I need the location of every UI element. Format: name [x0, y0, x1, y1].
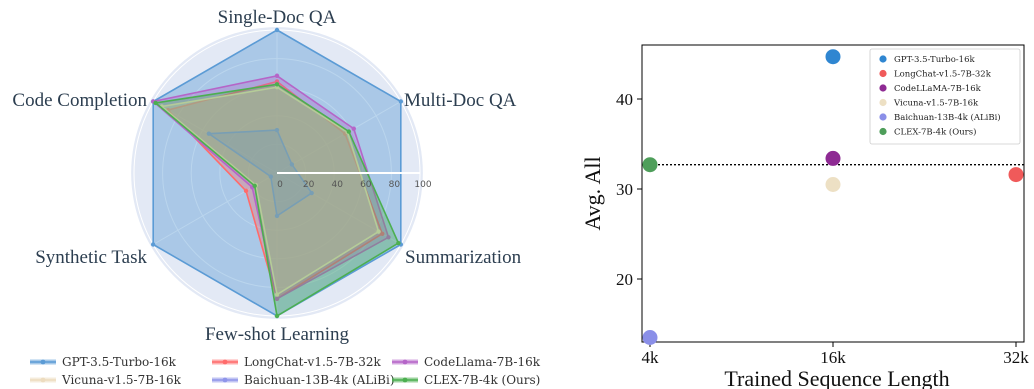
- radar-point-vicuna-v1-5-7b-16k-4: [274, 292, 280, 297]
- radar-point-gpt-3-5-turbo-16k-5: [150, 242, 156, 247]
- x-axis-label: Trained Sequence Length: [724, 366, 949, 389]
- radar-point-codellama-7b-16k-3: [386, 235, 391, 240]
- scatter-legend-label-gpt-3-5-turbo-16k: GPT-3.5-Turbo-16k: [894, 55, 975, 65]
- legend-marker: [40, 377, 46, 383]
- radar-point-clex-7b-4k-ours-4: [274, 313, 280, 319]
- legend-label: LongChat-v1.5-7B-32k: [244, 355, 381, 369]
- scatter-point-vicuna-v1-5-7b-16k: [825, 177, 841, 192]
- radar-axis-label-multi-doc-qa: Multi-Doc QA: [404, 90, 517, 111]
- radar-legend-item-codellama-7b-16k: CodeLlama-7B-16k: [392, 355, 541, 369]
- radar-legend-item-gpt-3-5-turbo-16k: GPT-3.5-Turbo-16k: [30, 355, 177, 369]
- radar-legend-item-clex-7b-4k-ours: CLEX-7B-4k (Ours): [392, 373, 540, 387]
- legend-marker: [222, 359, 228, 365]
- legend-label: CodeLlama-7B-16k: [424, 355, 541, 369]
- scatter-point-longchat-v1-5-7b-32k: [1008, 167, 1024, 183]
- radar-point-baichuan-13b-4k-alibi-2: [289, 162, 295, 167]
- scatter-legend-box: [869, 48, 1021, 145]
- legend-marker: [40, 359, 46, 365]
- scatter-point-codellama-7b-16k: [825, 150, 841, 166]
- scatter-legend: GPT-3.5-Turbo-16k LongChat-v1.5-7B-32k Cod…: [869, 48, 1021, 145]
- radar-point-baichuan-13b-4k-alibi-4: [274, 213, 280, 219]
- radar-ring-label: 40: [331, 180, 343, 190]
- radar-axis-label-few-shot-learning: Few-shot Learning: [205, 324, 350, 345]
- radar-point-clex-7b-4k-ours-5: [252, 183, 257, 189]
- scatter-legend-marker-clex-7b-4k-ours: [879, 127, 887, 136]
- radar-point-codellama-7b-16k-4: [274, 296, 280, 302]
- legend-label: Vicuna-v1.5-7B-16k: [61, 373, 182, 387]
- radar-point-codellama-7b-16k-1: [274, 73, 280, 78]
- radar-point-baichuan-13b-4k-alibi-1: [274, 127, 280, 133]
- radar-point-clex-7b-4k-ours-2: [346, 129, 352, 134]
- radar-axis-label-code-completion: Code Completion: [12, 90, 147, 111]
- radar-point-longchat-v1-5-7b-32k-5: [243, 188, 249, 194]
- radar-ring-label: 80: [389, 180, 401, 190]
- radar-chart: 0 20 40 60 80 100 Single-Doc QA Multi-Doc QA Sum…: [12, 7, 541, 387]
- radar-axis-label-synthetic-task: Synthetic Task: [35, 247, 147, 268]
- y-tick-label: 20: [616, 270, 633, 289]
- scatter-legend-label-clex-7b-4k-ours: CLEX-7B-4k (Ours): [894, 127, 976, 138]
- y-tick-label: 40: [616, 90, 633, 109]
- scatter-legend-label-vicuna-v1-5-7b-16k: Vicuna-v1.5-7B-16k: [893, 99, 979, 109]
- radar-point-longchat-v1-5-7b-32k-3: [380, 231, 385, 236]
- x-tick-label: 4k: [642, 348, 660, 367]
- radar-ring-label: 20: [303, 180, 315, 190]
- radar-point-baichuan-13b-4k-alibi-3: [309, 190, 314, 196]
- scatter-legend-marker-codellama-7b-16k: [879, 84, 887, 92]
- scatter-legend-label-codellama-7b-16k: CodeLLaMA-7B-16k: [894, 84, 982, 94]
- radar-point-baichuan-13b-4k-alibi-5: [268, 174, 274, 179]
- x-tick-label: 32k: [1003, 348, 1029, 367]
- legend-marker: [402, 359, 408, 365]
- scatter-legend-label-longchat-v1-5-7b-32k: LongChat-v1.5-7B-32k: [894, 70, 992, 80]
- legend-label: CLEX-7B-4k (Ours): [424, 373, 540, 387]
- legend-marker: [402, 377, 408, 383]
- legend-marker: [222, 377, 228, 383]
- scatter-legend-label-baichuan-13b-4k-alibi: Baichuan-13B-4k (ALiBi): [894, 112, 1001, 123]
- legend-label: GPT-3.5-Turbo-16k: [62, 355, 177, 369]
- y-axis-label: Avg. All: [580, 156, 605, 230]
- radar-ring-label: 0: [277, 180, 283, 190]
- radar-axis-label-single-doc-qa: Single-Doc QA: [218, 7, 337, 28]
- legend-label: Baichuan-13B-4k (ALiBi): [244, 373, 395, 387]
- scatter-point-baichuan-13b-4k-alibi: [642, 330, 658, 345]
- scatter-legend-marker-longchat-v1-5-7b-32k: [879, 69, 887, 78]
- scatter-point-gpt-3-5-turbo-16k: [825, 49, 841, 65]
- scatter-point-clex-7b-4k-ours: [642, 157, 658, 173]
- radar-ring-label: 60: [360, 180, 372, 190]
- radar-legend-item-longchat-v1-5-7b-32k: LongChat-v1.5-7B-32k: [212, 355, 381, 369]
- scatter-legend-marker-vicuna-v1-5-7b-16k: [879, 98, 887, 107]
- radar-legend-item-vicuna-v1-5-7b-16k: Vicuna-v1.5-7B-16k: [30, 373, 182, 387]
- radar-spoke-2: [276, 101, 402, 174]
- radar-point-clex-7b-4k-ours-1: [274, 82, 280, 87]
- radar-series-clex-7b-4k-ours: [153, 82, 401, 319]
- radar-axis-label-summarization: Summarization: [405, 247, 522, 268]
- scatter-chart: 20 30 40 4k 16k 32k Trained Sequence Length Avg…: [580, 44, 1029, 389]
- scatter-legend-marker-baichuan-13b-4k-alibi: [879, 113, 887, 121]
- scatter-legend-marker-gpt-3-5-turbo-16k: [879, 55, 887, 63]
- radar-point-baichuan-13b-4k-alibi-6: [206, 131, 212, 136]
- radar-legend-item-baichuan-13b-4k-alibi: Baichuan-13B-4k (ALiBi): [212, 373, 395, 387]
- radar-point-clex-7b-4k-ours-3: [396, 240, 401, 246]
- x-tick-label: 16k: [820, 348, 846, 367]
- radar-point-codellama-7b-16k-2: [351, 126, 356, 131]
- radar-series-baichuan-13b-4k-alibi: [206, 127, 314, 219]
- radar-point-gpt-3-5-turbo-16k-2: [398, 99, 404, 104]
- y-tick-label: 30: [616, 180, 633, 199]
- radar-ring-label: 100: [414, 180, 431, 190]
- radar-point-gpt-3-5-turbo-16k-1: [274, 27, 280, 33]
- radar-point-vicuna-v1-5-7b-16k-3: [376, 229, 381, 234]
- radar-series-codellama-7b-16k: [150, 73, 391, 302]
- radar-point-clex-7b-4k-ours-6: [153, 100, 158, 106]
